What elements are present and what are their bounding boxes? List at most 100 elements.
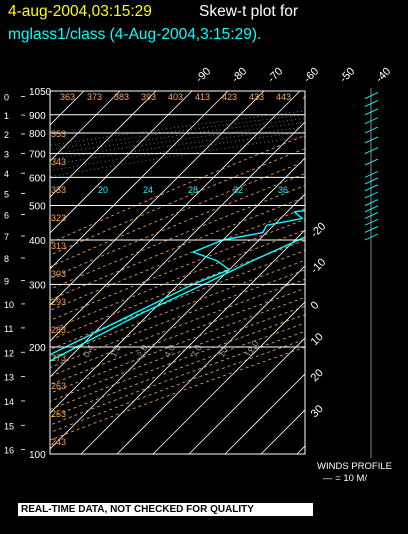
pressure-tick-label: 600 [29, 173, 46, 184]
dry-adiabat-label: 393 [141, 92, 156, 102]
isotherm-line [224, 373, 305, 454]
moist-adiabat-label: 7.0 [189, 343, 204, 359]
dry-adiabat-line [50, 305, 305, 402]
wind-barb [364, 136, 379, 144]
right-temperature-label: 10 [309, 331, 326, 348]
dry-adiabat-label: 283 [51, 325, 66, 335]
dry-adiabat-label: 263 [51, 381, 66, 391]
height-tick-label: 3 [4, 149, 9, 159]
dry-adiabat-line [50, 173, 305, 279]
plot-title: Skew-t plot for [199, 3, 299, 20]
dry-adiabat-label: 423 [222, 92, 237, 102]
dry-adiabat-label: 293 [51, 297, 66, 307]
mixing-ratio-label: 28 [188, 185, 198, 195]
height-tick-label: 16 [4, 446, 14, 456]
dry-adiabat-label: 313 [51, 241, 66, 251]
plot-frame [49, 90, 306, 455]
isotherm-line [80, 229, 305, 454]
moist-adiabat-line [50, 136, 305, 178]
winds-profile-scale: — = 10 M/ [323, 473, 368, 484]
mixing-ratio-label: 20 [98, 185, 108, 195]
isotherm-line [50, 91, 157, 198]
station-subtitle: mglass1/class (4-Aug-2004,3:15:29). [8, 26, 262, 43]
isotherm-line [260, 409, 305, 454]
wind-barb [364, 158, 379, 166]
top-temperature-label: -80 [230, 65, 250, 85]
dry-adiabat-label: 373 [87, 92, 102, 102]
dry-adiabat-label: 403 [168, 92, 183, 102]
wind-barb [364, 170, 379, 178]
wind-barb [364, 100, 379, 107]
wind-barb [364, 212, 379, 219]
moist-adiabat-label: 10 [216, 345, 230, 359]
right-temperature-label: -10 [309, 256, 329, 276]
isotherm-line [50, 91, 121, 162]
height-tick-label: 5 [4, 190, 9, 200]
dry-adiabat-line [50, 296, 305, 394]
dry-adiabat-line [50, 160, 305, 268]
isotherm-line [50, 91, 229, 270]
right-temperature-label: -20 [309, 220, 329, 240]
wind-barb [364, 218, 379, 226]
wind-barb [364, 108, 379, 116]
pressure-tick-label: 800 [29, 129, 46, 140]
dry-adiabat-label: 253 [51, 409, 66, 419]
height-tick-label: 15 [4, 421, 14, 431]
pressure-tick-label: 900 [29, 111, 46, 122]
dry-adiabat-line [50, 185, 305, 290]
pressure-tick-label: 100 [29, 450, 46, 461]
pressure-tick-label: 700 [29, 150, 46, 161]
dry-adiabat-label: 343 [51, 157, 66, 167]
dry-adiabat-label: 243 [51, 437, 66, 447]
pressure-tick-label: 300 [29, 280, 46, 291]
date-title: 4-aug-2004,03:15:29 [8, 3, 152, 20]
height-tick-label: 1 [4, 111, 9, 121]
moist-adiabat-label: 4.0 [162, 343, 177, 359]
dewpoint-profile-line [50, 209, 305, 356]
top-temperature-label: -90 [194, 65, 214, 85]
top-temperature-label: -60 [302, 65, 322, 85]
wind-barb [364, 177, 379, 185]
top-temperature-label: -70 [266, 65, 286, 85]
wind-barb [364, 226, 379, 233]
dry-adiabat-label: 433 [249, 92, 264, 102]
height-tick-label: 8 [4, 254, 9, 264]
height-tick-label: 7 [4, 232, 9, 242]
moist-adiabat-label: 2.0 [135, 343, 150, 359]
pressure-tick-label: 400 [29, 236, 46, 247]
right-temperature-label: 20 [309, 367, 326, 384]
dry-adiabat-line [50, 135, 305, 244]
wind-barb [364, 191, 379, 199]
dry-adiabat-line [50, 148, 305, 256]
mixing-ratio-label: 32 [233, 185, 243, 195]
height-tick-label: 12 [4, 348, 14, 358]
height-tick-label: 0 [4, 93, 9, 103]
height-tick-label: 4 [4, 169, 9, 179]
pressure-tick-label: 500 [29, 202, 46, 213]
top-temperature-label: -40 [374, 65, 394, 85]
height-tick-label: 11 [4, 324, 13, 334]
dry-adiabat-line [50, 322, 305, 418]
height-tick-label: 14 [4, 397, 14, 407]
dry-adiabat-label: 363 [60, 92, 75, 102]
height-tick-label: 13 [4, 373, 14, 383]
mixing-ratio-label: 36 [278, 185, 288, 195]
pressure-tick-label: 200 [29, 343, 46, 354]
dry-adiabat-line [50, 314, 305, 410]
mixing-ratio-label: 24 [143, 185, 153, 195]
winds-profile-title: WINDS PROFILE [317, 461, 392, 472]
quality-disclaimer: REAL-TIME DATA, NOT CHECKED FOR QUALITY [18, 503, 313, 516]
dry-adiabat-label: 383 [114, 92, 129, 102]
isotherm-line [50, 157, 305, 414]
dry-adiabat-label: 303 [51, 269, 66, 279]
wind-barb [364, 205, 379, 213]
wind-barb [364, 233, 379, 241]
dry-adiabat-label: 413 [195, 92, 210, 102]
height-tick-label: 9 [4, 277, 9, 287]
wind-barb [364, 126, 379, 134]
isotherm-line [50, 193, 305, 450]
dry-adiabat-label: 453 [303, 92, 318, 102]
dry-adiabat-label: 323 [51, 213, 66, 223]
